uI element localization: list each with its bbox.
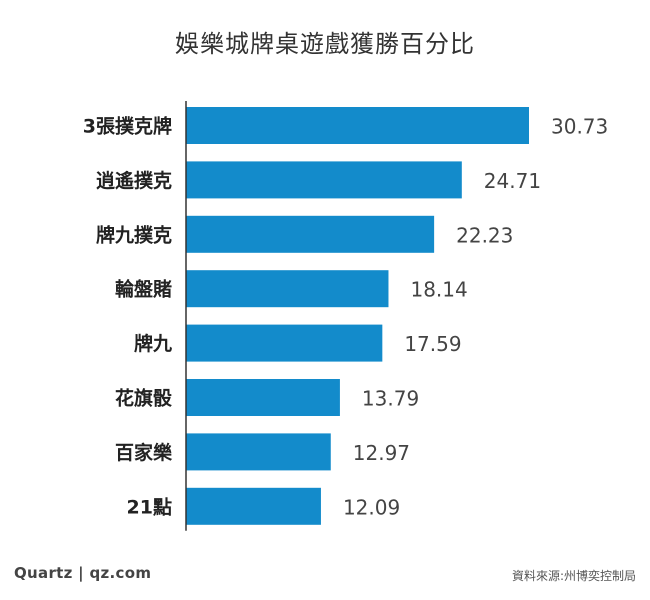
bar-2 (186, 161, 462, 199)
value-label: 12.97 (353, 441, 410, 465)
footer-brand: Quartz | qz.com (14, 564, 152, 582)
bar-6 (186, 379, 340, 416)
value-label: 13.79 (362, 387, 419, 411)
value-label: 17.59 (404, 332, 461, 356)
category-label: 牌九 (134, 332, 172, 355)
bar-8 (186, 487, 321, 525)
category-label: 輪盤賭 (115, 278, 172, 301)
category-label: 牌九撲克 (96, 223, 172, 246)
value-label: 18.14 (410, 278, 467, 302)
chart-title: 娛樂城牌桌遊戲獲勝百分比 (175, 30, 475, 58)
bar-5 (186, 324, 383, 362)
category-label: 3張撲克牌 (83, 115, 172, 138)
category-label: 百家樂 (115, 441, 173, 464)
bar-3 (186, 215, 435, 253)
category-label: 21點 (127, 495, 172, 518)
value-label: 30.73 (551, 115, 608, 139)
category-label: 逍遙撲克 (96, 169, 172, 192)
value-label: 12.09 (343, 495, 400, 519)
value-label: 24.71 (484, 169, 541, 193)
value-label: 22.23 (456, 223, 513, 247)
bar-7 (186, 433, 331, 471)
bar-1 (186, 107, 529, 144)
bar-4 (186, 270, 389, 308)
footer-source: 資料來源:州博奕控制局 (511, 569, 636, 583)
bars-group: 3張撲克牌 30.73 逍遙撲克 24.71 牌九撲克 22.23 輪盤賭 18.14 牌九 17… (83, 107, 608, 525)
category-label: 花旗骰 (115, 387, 172, 410)
